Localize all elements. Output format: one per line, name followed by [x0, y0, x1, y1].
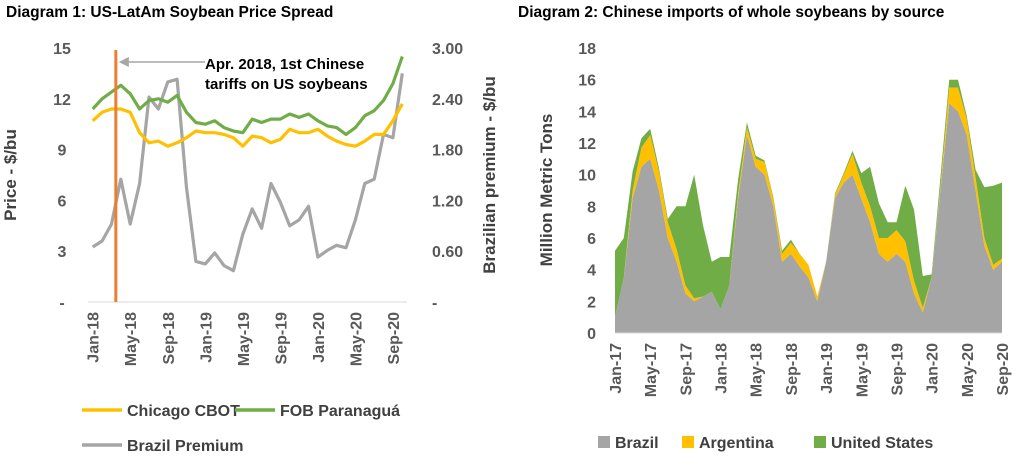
series-line-brazil-premium [91, 73, 404, 273]
y2-tick-label: - [432, 295, 437, 312]
y-tick-label: 8 [587, 199, 596, 216]
y-tick-label: 12 [53, 92, 71, 109]
chart-title: Diagram 2: Chinese imports of whole soyb… [518, 4, 945, 21]
x-tick-label: Jan-20 [311, 312, 328, 363]
legend-label: Brazil [615, 435, 659, 452]
x-tick-label: Jan-19 [819, 343, 836, 394]
legend-swatch [598, 436, 610, 448]
y-axis-label: Million Metric Tons [537, 114, 556, 267]
y-tick-label: 0 [587, 326, 596, 343]
y-tick-label: - [59, 295, 64, 312]
chart-panel-imports: Diagram 2: Chinese imports of whole soyb… [512, 0, 1024, 467]
legend-label: Chicago CBOT [127, 403, 240, 420]
y-tick-label: 6 [58, 193, 67, 210]
x-tick-label: Sep-20 [995, 343, 1012, 396]
x-tick-label: Sep-19 [273, 312, 290, 365]
annotation-arrow-head [118, 57, 129, 67]
chart-title: Diagram 1: US-LatAm Soybean Price Spread [6, 4, 334, 21]
annotation-text: tariffs on US soybeans [205, 76, 368, 93]
y2-tick-label: 1.20 [432, 193, 463, 210]
x-tick-label: May-17 [643, 343, 660, 397]
x-tick-label: May-20 [348, 312, 365, 366]
legend-swatch [682, 436, 694, 448]
x-tick-label: May-18 [749, 343, 766, 397]
area-series-argentina [615, 87, 1002, 318]
price-spread-chart: - 3 6 9 12 15 - 0.60 1.20 1.80 2.40 3.00 Jan-18 May-1… [1, 41, 499, 455]
legend-label: Argentina [699, 435, 774, 452]
x-tick-label: Jan-18 [86, 312, 103, 363]
x-tick-label: Jan-20 [925, 343, 942, 394]
y2-tick-label: 1.80 [432, 143, 463, 160]
y-tick-label: 9 [58, 143, 67, 160]
x-tick-label: Sep-18 [784, 343, 801, 396]
y-tick-label: 2 [587, 294, 596, 311]
y2-tick-label: 0.60 [432, 244, 463, 261]
y-tick-label: 15 [53, 41, 71, 58]
x-tick-label: Sep-19 [889, 343, 906, 396]
x-tick-label: May-18 [123, 312, 140, 366]
x-tick-label: Sep-20 [386, 312, 403, 365]
area-series-brazil [615, 103, 1002, 334]
y-tick-label: 16 [578, 73, 596, 90]
x-tick-label: May-19 [854, 343, 871, 397]
annotation-text: Apr. 2018, 1st Chinese [205, 56, 364, 73]
y2-tick-label: 3.00 [432, 41, 463, 58]
legend-swatch [814, 436, 826, 448]
x-tick-label: Jan-18 [714, 343, 731, 394]
y-tick-label: 18 [578, 41, 596, 58]
x-tick-label: Sep-18 [161, 312, 178, 365]
x-tick-label: Jan-19 [198, 312, 215, 363]
legend-label: FOB Paranaguá [280, 403, 400, 420]
imports-area-chart: 0 2 4 6 8 10 12 14 16 18 Million Metric Tons Jan-17… [537, 41, 1012, 452]
x-tick-label: Sep-17 [678, 343, 695, 396]
x-tick-label: May-19 [236, 312, 253, 366]
series-line-chicago-cbot [91, 103, 404, 148]
chart-panel-price-spread: Diagram 1: US-LatAm Soybean Price Spread… [1, 4, 499, 455]
y-tick-label: 10 [578, 168, 596, 185]
y-tick-label: 6 [587, 231, 596, 248]
series-line-fob-paranagu- [91, 55, 404, 136]
legend-label: United States [831, 435, 933, 452]
x-tick-label: Jan-17 [608, 343, 625, 394]
y-axis-label: Price - $/bu [1, 129, 20, 221]
y-tick-label: 4 [587, 263, 596, 280]
x-tick-label: May-20 [960, 343, 977, 397]
area-series-united-states [615, 79, 1002, 318]
y2-tick-label: 2.40 [432, 92, 463, 109]
y-tick-label: 14 [578, 104, 596, 121]
y-tick-label: 3 [58, 244, 67, 261]
legend-label: Brazil Premium [127, 438, 243, 455]
y2-axis-label: Brazilian premium - $/bu [480, 76, 499, 273]
y-tick-label: 12 [578, 136, 596, 153]
